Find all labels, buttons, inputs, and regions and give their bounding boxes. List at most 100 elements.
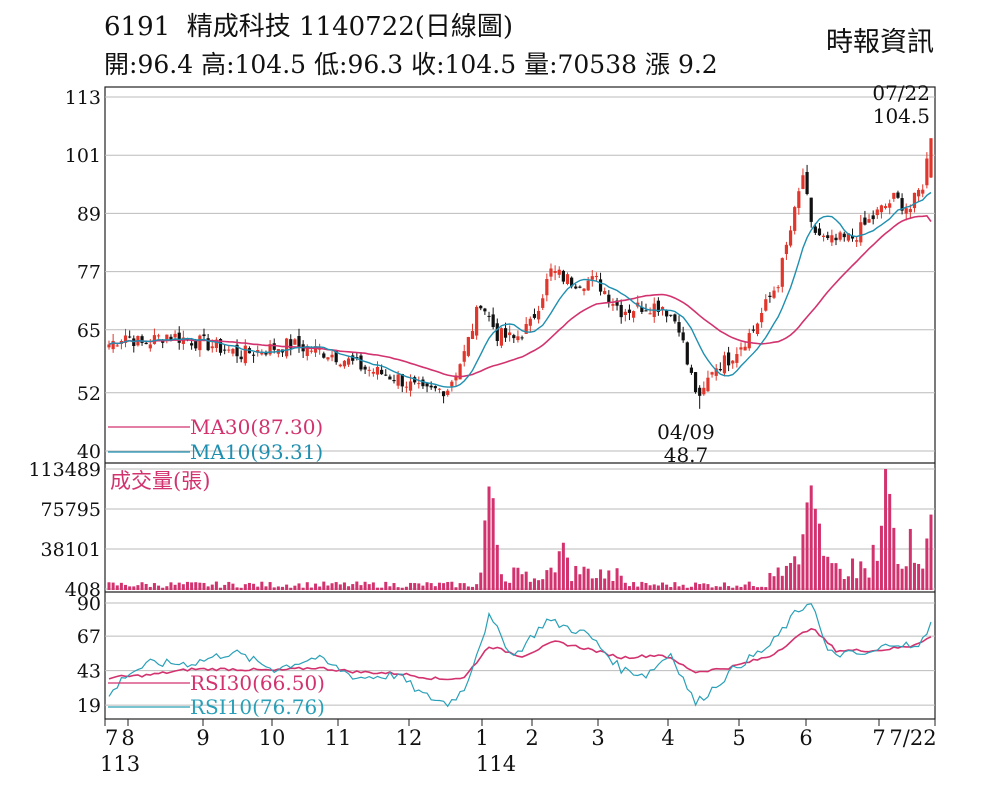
- candle-body: [553, 271, 557, 273]
- volume-bar: [826, 556, 830, 590]
- volume-bar: [636, 586, 640, 590]
- high-label: 高:: [201, 50, 235, 79]
- candle-body: [698, 387, 702, 396]
- volume-bar: [508, 582, 512, 590]
- volume-bar: [359, 585, 363, 590]
- candle-body: [888, 203, 892, 208]
- volume-bar: [566, 557, 570, 590]
- volume-bar: [851, 558, 855, 590]
- volume-bar: [235, 587, 239, 590]
- volume-bar: [640, 581, 644, 590]
- volume-bar: [475, 584, 479, 590]
- candle-body: [450, 381, 454, 387]
- candle-body: [346, 358, 351, 365]
- close-label: 收:: [411, 50, 445, 79]
- volume-bar: [553, 572, 557, 590]
- candle-body: [541, 298, 545, 308]
- candle-body: [165, 334, 169, 340]
- volume-bar: [813, 508, 817, 590]
- candle-body: [912, 192, 917, 209]
- volume-bar: [623, 582, 627, 590]
- candle-body: [586, 280, 590, 291]
- candle-body: [648, 313, 652, 315]
- volume-bar: [301, 587, 305, 590]
- candle-body: [458, 364, 462, 380]
- volume-bar: [330, 583, 334, 590]
- volume-bar: [793, 556, 797, 590]
- candle-body: [722, 355, 727, 374]
- volume-bar: [190, 582, 194, 590]
- volume-bar: [834, 563, 838, 590]
- volume-bar: [491, 498, 495, 590]
- candle-body: [243, 345, 247, 364]
- candle-body: [392, 379, 396, 382]
- candle-body: [578, 286, 582, 288]
- candle-body: [359, 355, 363, 370]
- candle-body: [660, 307, 665, 311]
- volume-bar: [504, 581, 508, 590]
- candle-body: [871, 215, 875, 220]
- volume-bar: [173, 584, 177, 590]
- candle-body: [760, 312, 764, 323]
- candle-body: [272, 343, 276, 350]
- low-label: 低:: [314, 50, 348, 79]
- candle-body: [363, 366, 367, 370]
- volume-bar: [611, 580, 615, 590]
- candle-body: [503, 328, 508, 338]
- candle-body: [169, 336, 173, 340]
- rsi-tick-label: 90: [77, 593, 101, 615]
- candle-body: [177, 332, 181, 343]
- volume-bar: [673, 582, 677, 590]
- candle-body: [367, 369, 371, 371]
- volume-bar: [272, 587, 276, 590]
- volume-bar: [888, 493, 892, 590]
- stock-name: 精成科技: [186, 12, 291, 42]
- candle-body: [904, 208, 908, 214]
- candle-body: [855, 240, 859, 242]
- volume-bar: [202, 582, 206, 590]
- candle-body: [677, 322, 681, 333]
- volume-bar: [289, 587, 293, 590]
- volume-bar: [247, 582, 251, 590]
- candle-body: [838, 232, 842, 240]
- volume-bar: [462, 583, 466, 590]
- candle-body: [817, 228, 822, 236]
- candle-body: [685, 342, 689, 365]
- volume-bar: [297, 583, 301, 590]
- candle-body: [669, 314, 673, 316]
- candle-body: [768, 295, 772, 298]
- candle-body: [107, 344, 111, 348]
- candle-body: [545, 279, 549, 296]
- candle-body: [565, 274, 570, 285]
- volume-bar: [578, 574, 582, 590]
- candle-body: [318, 348, 322, 350]
- rsi-tick-label: 43: [77, 661, 101, 683]
- volume-bar: [442, 583, 446, 590]
- volume-bar: [706, 584, 710, 590]
- volume-bar: [694, 582, 698, 590]
- candle-body: [813, 226, 817, 233]
- volume-bar: [685, 587, 689, 590]
- volume-tick-label: 38101: [41, 539, 101, 561]
- candle-body: [805, 172, 809, 195]
- candle-body: [479, 305, 483, 309]
- volume-bar: [512, 567, 516, 590]
- candle-body: [714, 368, 718, 376]
- volume-bar: [219, 587, 223, 590]
- volume-bar: [293, 585, 297, 590]
- candle-body: [718, 369, 722, 371]
- candle-body: [202, 334, 206, 337]
- candle-body: [590, 276, 594, 280]
- candle-body: [619, 304, 623, 318]
- candle-body: [421, 379, 425, 387]
- candle-body: [689, 367, 694, 373]
- candle-body: [322, 353, 326, 358]
- price-tick-label: 89: [77, 203, 101, 225]
- volume-bar: [743, 584, 747, 590]
- volume-bar: [223, 584, 227, 590]
- volume-bar: [351, 584, 355, 590]
- candle-body: [900, 198, 904, 211]
- volume-bar: [355, 581, 359, 590]
- candle-body: [520, 337, 524, 339]
- rsi-tick-label: 67: [77, 626, 101, 648]
